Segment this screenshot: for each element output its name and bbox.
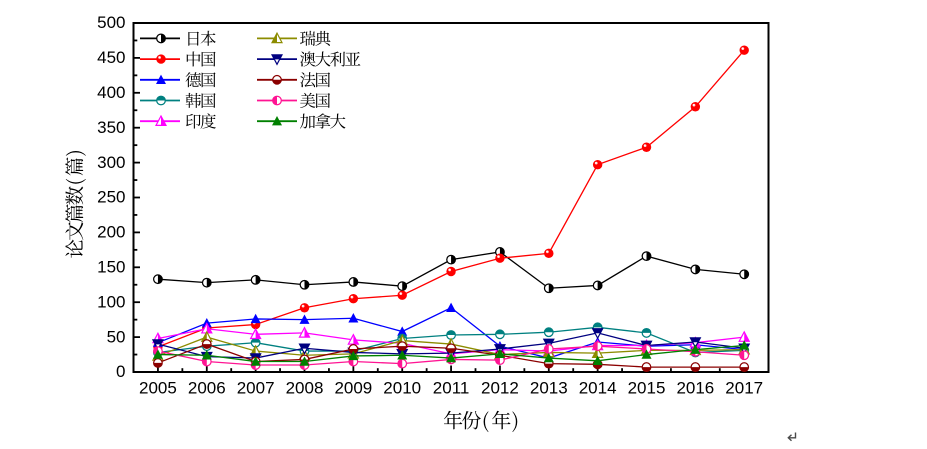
svg-text:50: 50	[107, 327, 126, 346]
svg-text:2006: 2006	[188, 378, 226, 397]
svg-text:150: 150	[97, 258, 125, 277]
svg-text:300: 300	[97, 153, 125, 172]
svg-text:2009: 2009	[334, 378, 372, 397]
svg-text:250: 250	[97, 188, 125, 207]
svg-text:2010: 2010	[383, 378, 421, 397]
svg-text:2012: 2012	[481, 378, 519, 397]
svg-text:400: 400	[97, 83, 125, 102]
svg-text:2014: 2014	[579, 378, 617, 397]
svg-text:2005: 2005	[139, 378, 177, 397]
svg-text:100: 100	[97, 292, 125, 311]
svg-text:2017: 2017	[725, 378, 763, 397]
svg-text:350: 350	[97, 118, 125, 137]
svg-text:2007: 2007	[237, 378, 275, 397]
svg-text:450: 450	[97, 48, 125, 67]
svg-text:2015: 2015	[628, 378, 666, 397]
svg-text:500: 500	[97, 13, 125, 32]
svg-text:2011: 2011	[433, 378, 470, 397]
svg-text:0: 0	[116, 362, 125, 381]
svg-text:200: 200	[97, 223, 125, 242]
svg-text:2008: 2008	[286, 378, 324, 397]
svg-text:2013: 2013	[530, 378, 568, 397]
svg-text:2016: 2016	[676, 378, 714, 397]
